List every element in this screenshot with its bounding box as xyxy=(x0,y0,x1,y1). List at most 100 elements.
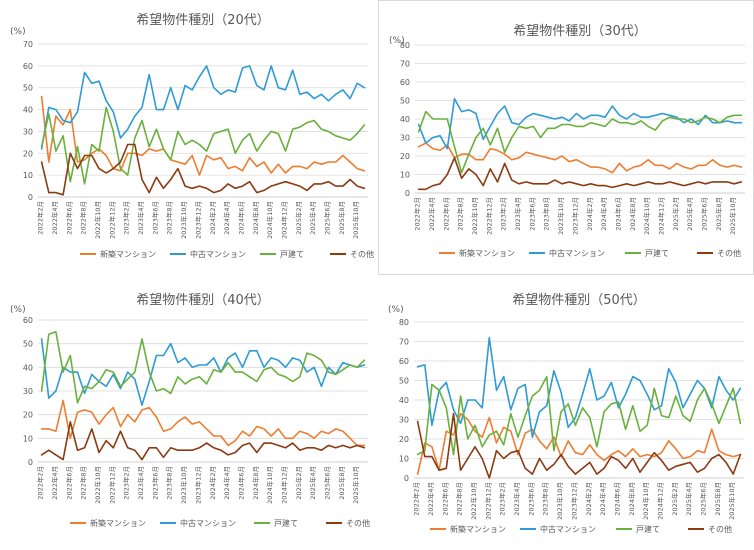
legend-entry: 戸建て xyxy=(616,524,660,534)
x-tick-label: 2025年2月 xyxy=(670,482,679,516)
x-tick-label: 2022年2月 xyxy=(413,197,422,231)
x-tick-label: 2024年10月 xyxy=(641,482,650,520)
legend-entry: 中古マンション xyxy=(170,249,246,259)
chart-30s: 希望物件種別（30代） (%) 0 10 20 30 40 50 60 70 80 2022年2月 20… xyxy=(389,23,745,258)
y-unit-label: (%) xyxy=(389,36,405,46)
x-tick-label: 2022年8月 xyxy=(79,466,88,500)
series-line-その他 xyxy=(40,143,366,196)
y-tick-label: 40 xyxy=(23,106,33,115)
y-tick-label: 10 xyxy=(400,171,410,180)
x-tick-label: 2025年8月 xyxy=(337,466,346,500)
y-tick-label: 50 xyxy=(399,377,409,386)
series-line-新築マンション xyxy=(416,412,742,475)
x-tick-label: 2025年10月 xyxy=(351,466,360,504)
x-tick-label: 2024年2月 xyxy=(208,201,217,235)
legend-entry: 中古マンション xyxy=(520,524,596,534)
legend-label: その他 xyxy=(708,524,732,534)
x-tick-label: 2023年4月 xyxy=(136,201,145,235)
x-tick-label: 2022年12月 xyxy=(484,197,493,235)
x-tick-label: 2024年8月 xyxy=(251,466,260,500)
x-tick-label: 2024年6月 xyxy=(612,482,621,516)
legend-entry: 新築マンション xyxy=(80,249,156,259)
y-tick-label: 0 xyxy=(405,189,410,198)
y-tick-label: 20 xyxy=(23,149,33,158)
x-tick-label: 2025年2月 xyxy=(671,197,680,231)
series-line-戸建て xyxy=(40,330,366,404)
x-tick-label: 2025年4月 xyxy=(308,201,317,235)
legend-label: 新築マンション xyxy=(459,248,515,258)
x-tick-label: 2023年6月 xyxy=(150,466,159,500)
x-tick-label: 2025年4月 xyxy=(684,482,693,516)
x-tick-label: 2025年8月 xyxy=(714,197,723,231)
x-tick-label: 2023年2月 xyxy=(498,482,507,516)
x-tick-label: 2022年12月 xyxy=(107,466,116,504)
legend-entry: 中古マンション xyxy=(529,248,605,258)
legend-label: 新築マンション xyxy=(90,518,146,528)
legend-label: 中古マンション xyxy=(540,524,596,534)
x-tick-label: 2022年6月 xyxy=(440,482,449,516)
series-line-その他 xyxy=(417,157,743,191)
y-tick-label: 80 xyxy=(399,318,409,327)
x-tick-label: 2024年12月 xyxy=(280,201,289,239)
y-tick-label: 60 xyxy=(399,357,409,366)
x-tick-label: 2025年4月 xyxy=(685,197,694,231)
legend-entry: その他 xyxy=(330,249,374,259)
x-tick-label: 2024年4月 xyxy=(222,201,231,235)
chart-title: 希望物件種別（20代） xyxy=(136,12,270,28)
x-tick-label: 2023年8月 xyxy=(165,466,174,500)
y-tick-label: 50 xyxy=(23,84,33,93)
x-tick-label: 2024年2月 xyxy=(584,482,593,516)
x-tick-label: 2022年4月 xyxy=(50,466,59,500)
x-tick-label: 2023年12月 xyxy=(570,197,579,235)
x-tick-label: 2023年6月 xyxy=(150,201,159,235)
legend-entry: 戸建て xyxy=(254,518,298,528)
y-tick-label: 20 xyxy=(400,152,410,161)
x-tick-label: 2023年6月 xyxy=(526,482,535,516)
x-tick-label: 2023年8月 xyxy=(165,201,174,235)
series-line-新築マンション xyxy=(417,142,743,174)
chart-title: 希望物件種別（30代） xyxy=(513,23,647,39)
y-tick-label: 70 xyxy=(399,338,409,347)
legend-label: その他 xyxy=(350,249,374,259)
y-tick-label: 0 xyxy=(28,193,33,202)
x-tick-label: 2024年2月 xyxy=(585,197,594,231)
x-tick-label: 2024年8月 xyxy=(251,201,260,235)
chart-panel-30s: 希望物件種別（30代） (%) 0 10 20 30 40 50 60 70 80 2022年2月 20… xyxy=(378,0,754,275)
x-tick-label: 2023年10月 xyxy=(556,197,565,235)
chart-50s: 希望物件種別（50代） (%) 0 10 20 30 40 50 60 70 80 2022年2月 20… xyxy=(388,292,744,534)
x-tick-label: 2024年4月 xyxy=(598,482,607,516)
x-tick-label: 2022年10月 xyxy=(469,482,478,520)
x-tick-label: 2025年6月 xyxy=(700,197,709,231)
x-tick-label: 2024年10月 xyxy=(265,466,274,504)
x-tick-label: 2025年4月 xyxy=(308,466,317,500)
y-tick-label: 70 xyxy=(400,60,410,69)
legend-entry: 中古マンション xyxy=(160,518,236,528)
x-tick-label: 2023年8月 xyxy=(542,197,551,231)
chart-panel-40s: 希望物件種別（40代） (%) 0 10 20 30 40 50 60 2022年2月 2022年4… xyxy=(0,282,376,550)
x-tick-label: 2025年6月 xyxy=(323,201,332,235)
x-tick-label: 2024年10月 xyxy=(642,197,651,235)
legend-label: 新築マンション xyxy=(450,524,506,534)
x-tick-label: 2022年6月 xyxy=(64,201,73,235)
y-tick-label: 30 xyxy=(23,387,33,396)
y-unit-label: (%) xyxy=(388,305,404,315)
legend-entry: 新築マンション xyxy=(439,248,515,258)
legend-label: 中古マンション xyxy=(190,249,246,259)
y-tick-label: 10 xyxy=(23,434,33,443)
x-tick-label: 2023年10月 xyxy=(179,201,188,239)
legend-entry: その他 xyxy=(326,518,370,528)
x-tick-label: 2022年8月 xyxy=(79,201,88,235)
x-tick-label: 2024年6月 xyxy=(236,201,245,235)
x-tick-label: 2025年2月 xyxy=(294,466,303,500)
x-tick-label: 2024年4月 xyxy=(222,466,231,500)
x-tick-label: 2023年2月 xyxy=(499,197,508,231)
chart-panel-50s: 希望物件種別（50代） (%) 0 10 20 30 40 50 60 70 80 2022年2月 20… xyxy=(378,282,754,550)
x-tick-label: 2023年12月 xyxy=(193,201,202,239)
legend-label: 中古マンション xyxy=(180,518,236,528)
legend-entry: 戸建て xyxy=(625,248,669,258)
x-tick-label: 2022年10月 xyxy=(93,466,102,504)
x-tick-label: 2022年2月 xyxy=(36,466,45,500)
y-tick-label: 50 xyxy=(400,97,410,106)
x-tick-label: 2022年10月 xyxy=(470,197,479,235)
x-tick-label: 2023年4月 xyxy=(512,482,521,516)
